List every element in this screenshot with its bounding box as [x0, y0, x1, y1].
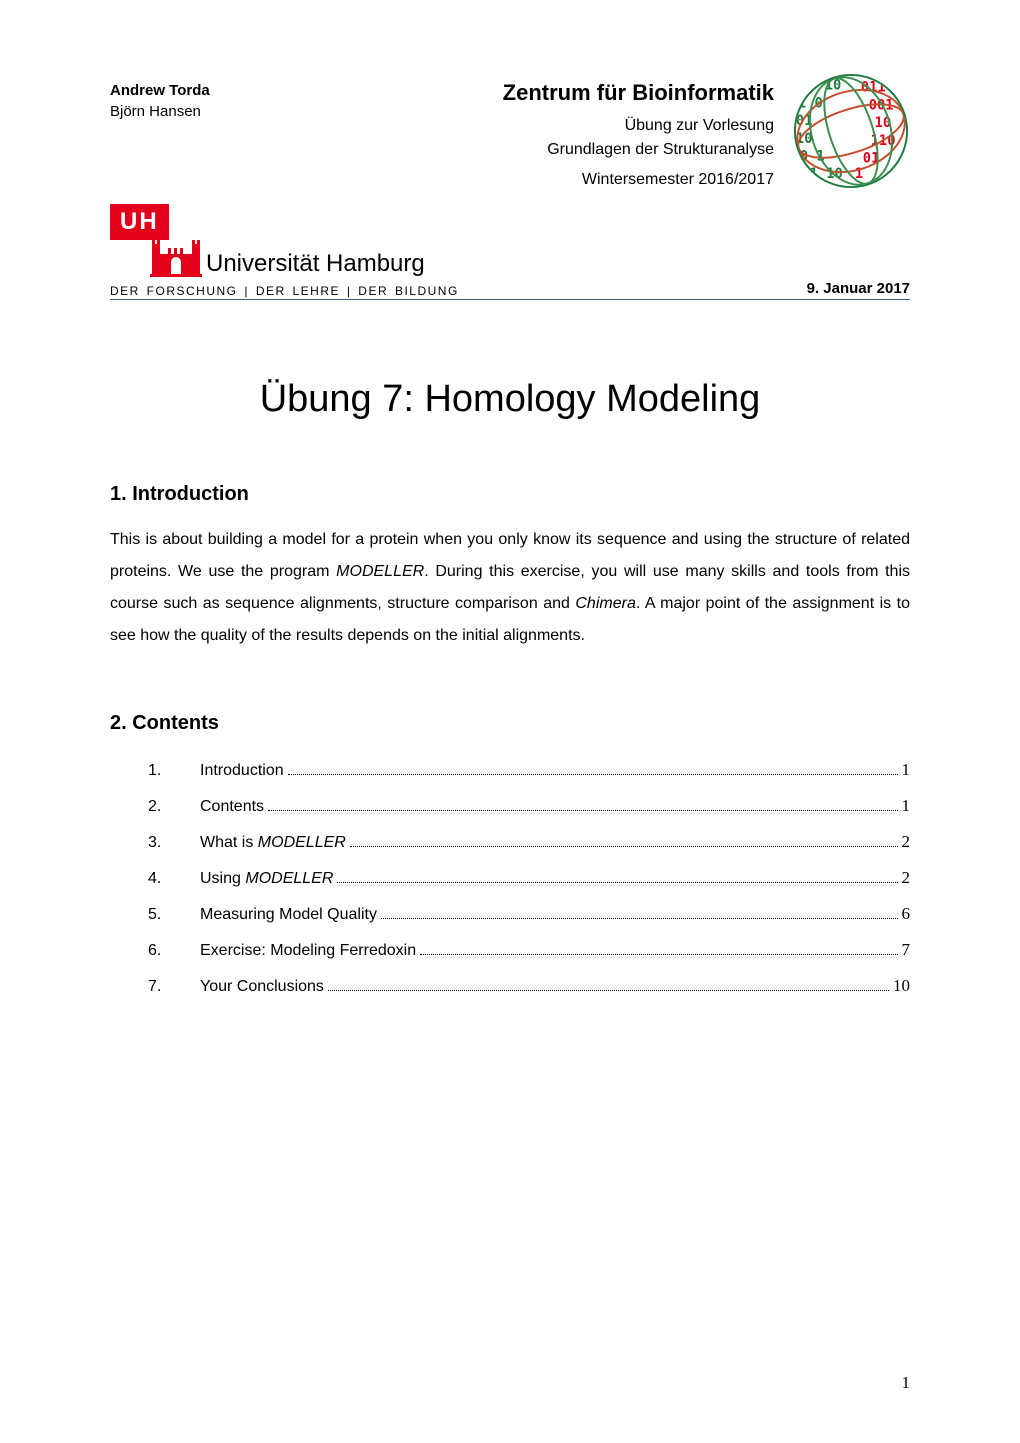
- toc-num: 3.: [148, 831, 200, 855]
- tagline-sep-2: |: [340, 284, 358, 298]
- toc-row: 5. Measuring Model Quality 6: [148, 901, 910, 927]
- center-title: Zentrum für Bioinformatik: [110, 80, 910, 106]
- uh-badge-row: UH: [110, 204, 910, 240]
- section-1-heading: 1. Introduction: [110, 483, 910, 506]
- author-block: Andrew Torda Björn Hansen: [110, 80, 210, 122]
- binary-globe-icon: 01 10 011 1 0 001 01 10 10 110 0 1 01 1 …: [792, 72, 910, 190]
- tagline-teaching: DER LEHRE: [256, 284, 340, 298]
- section-1-body: This is about building a model for a pro…: [110, 524, 910, 652]
- page-number: 1: [902, 1373, 911, 1393]
- toc-num: 7.: [148, 975, 200, 999]
- toc-dots: [288, 774, 898, 775]
- toc-page: 7: [902, 937, 911, 963]
- toc-num: 5.: [148, 903, 200, 927]
- toc-label: Using MODELLER: [200, 867, 333, 891]
- toc-num: 4.: [148, 867, 200, 891]
- toc-row: 7. Your Conclusions 10: [148, 973, 910, 999]
- author-primary: Andrew Torda: [110, 80, 210, 101]
- university-name: Universität Hamburg: [206, 250, 425, 280]
- body-em-modeller: MODELLER: [336, 563, 424, 580]
- uh-badge-icon: UH: [110, 204, 169, 240]
- document-title: Übung 7: Homology Modeling: [110, 378, 910, 421]
- toc-row: 6. Exercise: Modeling Ferredoxin 7: [148, 937, 910, 963]
- toc-row: 4. Using MODELLER 2: [148, 865, 910, 891]
- toc-label: Measuring Model Quality: [200, 903, 377, 927]
- toc-row: 1. Introduction 1: [148, 757, 910, 783]
- toc-label: Introduction: [200, 759, 284, 783]
- toc-page: 1: [902, 793, 911, 819]
- toc-page: 1: [902, 757, 911, 783]
- toc-label: Your Conclusions: [200, 975, 324, 999]
- section-2-heading: 2. Contents: [110, 712, 910, 735]
- toc-num: 1.: [148, 759, 200, 783]
- tagline-sep-1: |: [238, 284, 256, 298]
- toc-row: 2. Contents 1: [148, 793, 910, 819]
- toc-label: Contents: [200, 795, 264, 819]
- toc-page: 2: [902, 865, 911, 891]
- author-secondary: Björn Hansen: [110, 101, 210, 122]
- toc-dots: [337, 882, 897, 883]
- subtitle-block: Übung zur Vorlesung Grundlagen der Struk…: [110, 114, 910, 192]
- toc-row: 3. What is MODELLER 2: [148, 829, 910, 855]
- toc-label: Exercise: Modeling Ferredoxin: [200, 939, 416, 963]
- subtitle-line-3: Wintersemester 2016/2017: [110, 168, 774, 192]
- subtitle-line-2: Grundlagen der Strukturanalyse: [110, 138, 774, 162]
- body-em-chimera: Chimera: [575, 595, 635, 612]
- castle-icon: [148, 236, 204, 280]
- toc-page: 6: [902, 901, 911, 927]
- toc-dots: [268, 810, 897, 811]
- document-header: Andrew Torda Björn Hansen Zentrum für Bi…: [110, 80, 910, 300]
- toc-page: 10: [893, 973, 910, 999]
- document-date: 9. Januar 2017: [807, 280, 910, 297]
- toc-dots: [350, 846, 898, 847]
- tagline-research: DER FORSCHUNG: [110, 284, 238, 298]
- table-of-contents: 1. Introduction 1 2. Contents 1 3. What …: [110, 757, 910, 999]
- toc-dots: [381, 918, 898, 919]
- toc-dots: [328, 990, 889, 991]
- toc-num: 6.: [148, 939, 200, 963]
- svg-text:01 10: 01 10: [800, 78, 841, 94]
- toc-num: 2.: [148, 795, 200, 819]
- toc-page: 2: [902, 829, 911, 855]
- toc-label: What is MODELLER: [200, 831, 346, 855]
- tagline-education: DER BILDUNG: [358, 284, 459, 298]
- uni-name-row: Universität Hamburg: [110, 236, 910, 280]
- toc-dots: [420, 954, 897, 955]
